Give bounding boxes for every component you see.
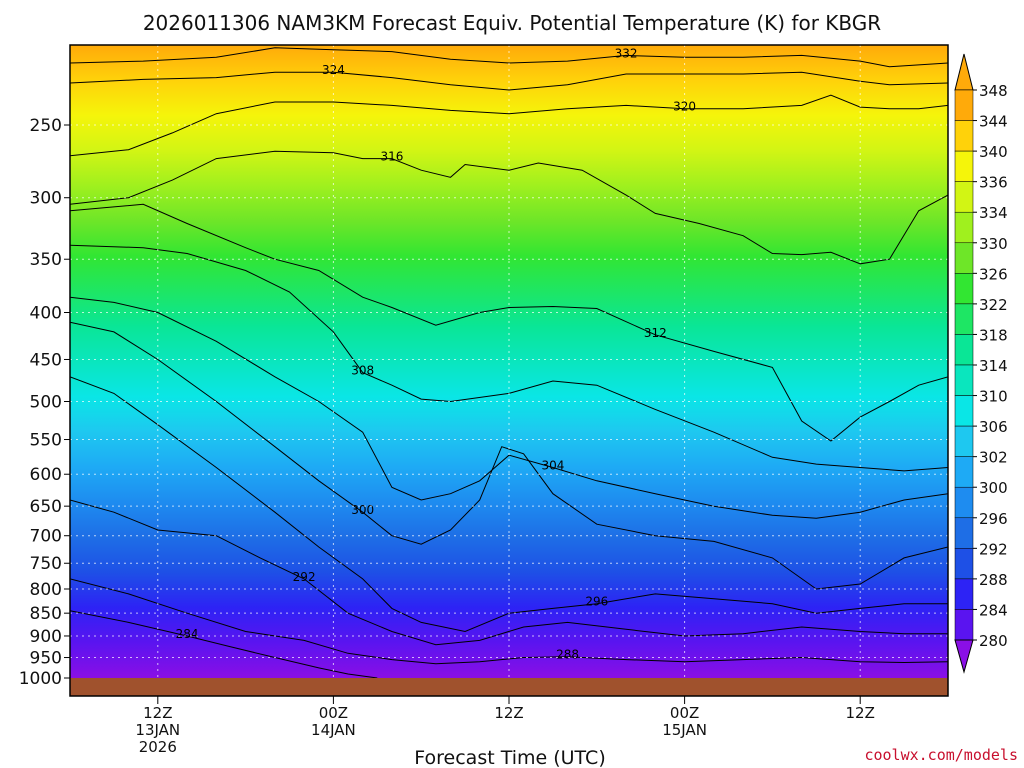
- contour-line-292: [70, 499, 948, 646]
- contour-label-308: 308: [351, 364, 374, 378]
- chart-title: 2026011306 NAM3KM Forecast Equiv. Potent…: [143, 11, 881, 35]
- colorbar-label: 334: [979, 204, 1008, 222]
- colorbar-label: 296: [979, 510, 1008, 528]
- x-tick-label: 12Z: [494, 704, 523, 722]
- grid-layer: [70, 45, 948, 678]
- y-tick-label: 850: [30, 604, 62, 624]
- contour-label-296: 296: [585, 595, 608, 609]
- colorbar-top-arrow: [954, 53, 974, 91]
- y-tick-label: 350: [30, 250, 62, 270]
- y-tick-label: 900: [30, 627, 62, 647]
- x-tick-label: 2026: [139, 738, 177, 756]
- colorbar-swatch: [954, 425, 974, 457]
- colorbar-label: 314: [979, 357, 1008, 375]
- y-tick-label: 550: [30, 431, 62, 451]
- colorbar-label: 300: [979, 479, 1008, 497]
- contour-line-324: [70, 71, 948, 91]
- x-tick-label: 15JAN: [662, 721, 707, 739]
- y-tick-label: 800: [30, 580, 62, 600]
- colorbar-swatch: [954, 486, 974, 519]
- colorbar: 280 284 288 292 296 300 302 306 310 314 318 322 326 3…: [954, 53, 1008, 674]
- colorbar-label: 318: [979, 326, 1008, 344]
- contour-label-312: 312: [644, 326, 667, 340]
- contour-line-316: [70, 150, 948, 265]
- contour-line-332: [70, 47, 948, 68]
- colorbar-swatch: [954, 89, 974, 121]
- colorbar-swatch: [954, 303, 974, 335]
- y-tick-label: 400: [30, 303, 62, 323]
- colorbar-label: 330: [979, 235, 1008, 253]
- contour-line-296: [70, 376, 948, 633]
- contour-label-288: 288: [556, 648, 579, 662]
- contour-label-292: 292: [293, 570, 316, 584]
- ground-strip: [70, 678, 948, 696]
- colorbar-swatch: [954, 609, 974, 641]
- colorbar-swatch: [954, 395, 974, 427]
- colorbar-swatch: [954, 517, 974, 549]
- y-tick-label: 500: [30, 393, 62, 413]
- y-tick-label: 700: [30, 527, 62, 547]
- colorbar-label: 280: [979, 632, 1008, 650]
- contour-label-304: 304: [541, 459, 564, 473]
- colorbar-swatch: [954, 334, 974, 366]
- colorbar-label: 344: [979, 113, 1008, 131]
- colorbar-label: 302: [979, 449, 1008, 467]
- colorbar-swatch: [954, 150, 974, 182]
- colorbar-swatch: [954, 273, 974, 305]
- colorbar-swatch: [954, 364, 974, 396]
- colorbar-label: 336: [979, 174, 1008, 192]
- colorbar-swatch: [954, 120, 974, 152]
- contour-label-284: 284: [176, 627, 199, 641]
- contour-line-304: [70, 296, 948, 519]
- y-tick-label: 250: [30, 116, 62, 136]
- colorbar-swatch: [954, 456, 974, 488]
- contour-label-300: 300: [351, 503, 374, 517]
- colorbar-label: 306: [979, 418, 1008, 436]
- y-axis: 250 300 350 400 450 500 550 600 650 700 750 800 850 9…: [19, 116, 70, 689]
- y-tick-label: 750: [30, 554, 62, 574]
- colorbar-swatch: [954, 242, 974, 274]
- x-axis-label: Forecast Time (UTC): [414, 747, 605, 768]
- colorbar-label: 292: [979, 540, 1008, 558]
- colorbar-label: 326: [979, 265, 1008, 283]
- colorbar-label: 340: [979, 143, 1008, 161]
- contour-line-284: [70, 610, 378, 678]
- contour-line-288: [70, 578, 948, 665]
- theta-e-field: [70, 45, 948, 678]
- y-tick-label: 650: [30, 497, 62, 517]
- colorbar-swatch: [954, 181, 974, 213]
- y-tick-label: 300: [30, 189, 62, 209]
- colorbar-label: 288: [979, 571, 1008, 589]
- y-tick-label: 1000: [19, 669, 62, 689]
- colorbar-swatch: [954, 548, 974, 580]
- x-tick-label: 00Z: [319, 704, 348, 722]
- colorbar-label: 310: [979, 388, 1008, 406]
- contour-line-300: [70, 321, 948, 590]
- x-tick-label: 13JAN: [135, 721, 180, 739]
- colorbar-bottom-arrow: [954, 639, 974, 674]
- x-tick-label: 00Z: [670, 704, 699, 722]
- contour-line-308: [70, 244, 948, 472]
- colorbar-label: 284: [979, 601, 1008, 619]
- contour-line-320: [70, 94, 948, 157]
- colorbar-swatch: [954, 211, 974, 244]
- y-tick-label: 450: [30, 350, 62, 370]
- x-tick-label: 14JAN: [311, 721, 356, 739]
- contour-label-332: 332: [615, 46, 638, 60]
- contour-line-312: [70, 203, 948, 442]
- colorbar-label: 348: [979, 82, 1008, 100]
- credit-text: coolwx.com/models: [864, 746, 1018, 764]
- x-tick-label: 12Z: [143, 704, 172, 722]
- y-tick-label: 950: [30, 649, 62, 669]
- colorbar-swatch: [954, 578, 974, 610]
- colorbar-label: 322: [979, 296, 1008, 314]
- y-tick-label: 600: [30, 465, 62, 485]
- contour-label-316: 316: [380, 150, 403, 164]
- x-tick-label: 12Z: [846, 704, 875, 722]
